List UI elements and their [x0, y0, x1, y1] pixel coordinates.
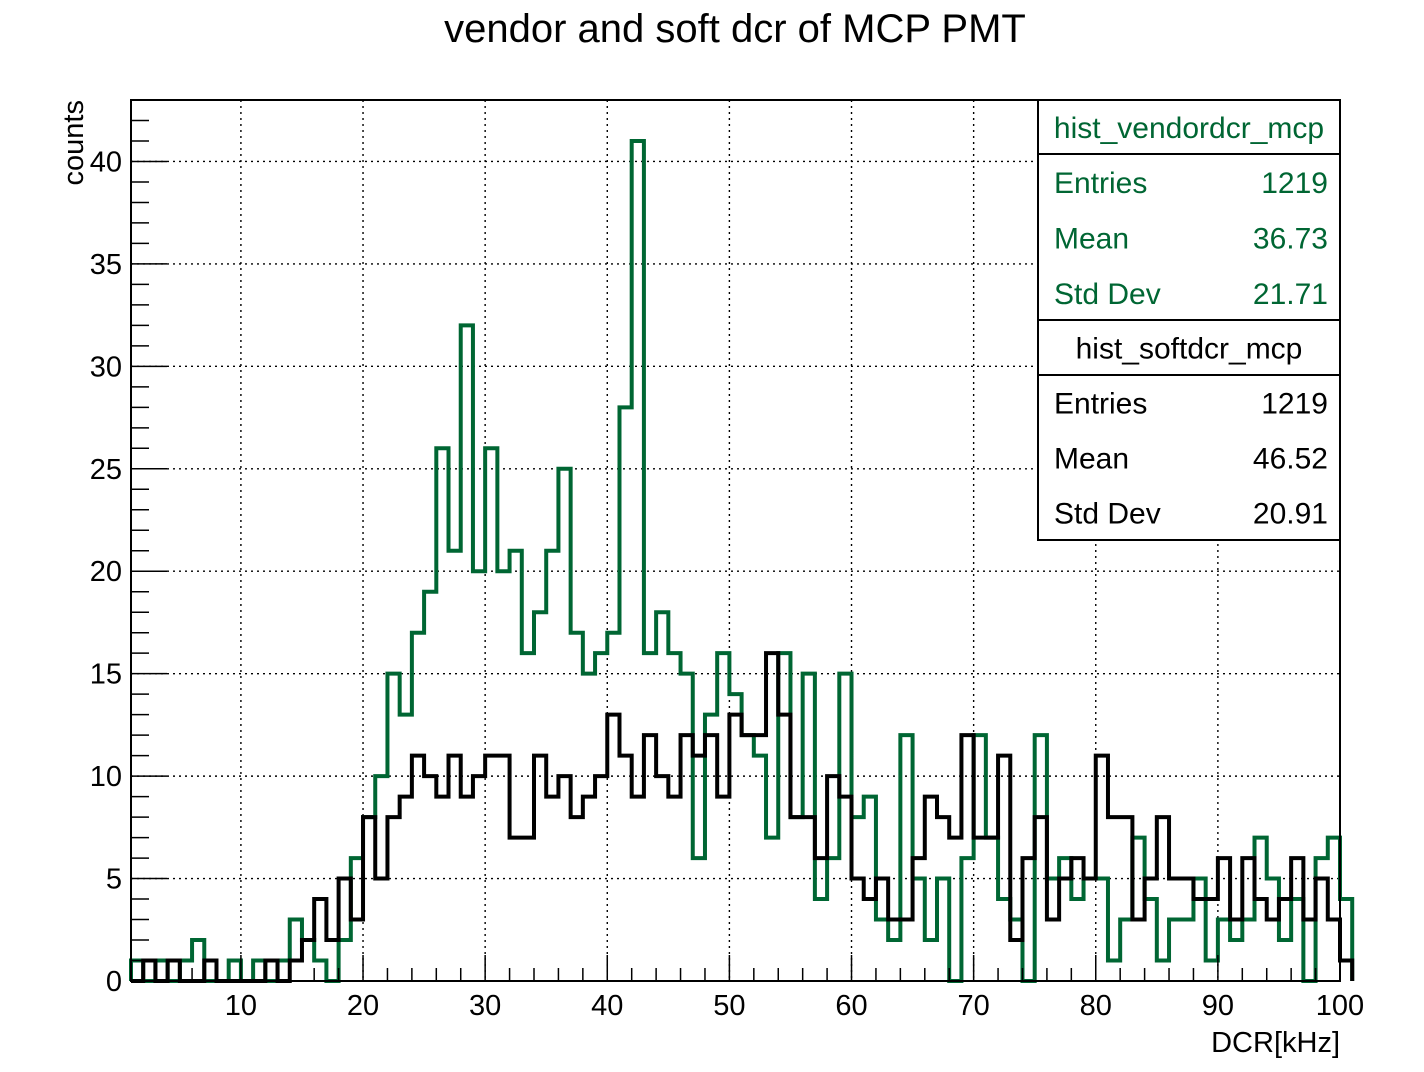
x-tick-label: 30 [469, 990, 501, 1022]
x-tick-label: 90 [1202, 990, 1234, 1022]
x-tick-label: 20 [347, 990, 379, 1022]
y-tick-label: 40 [90, 146, 122, 178]
y-tick-label: 20 [90, 556, 122, 588]
stats-label: Std Dev [1054, 498, 1161, 531]
stats-value: 1219 [1261, 388, 1328, 421]
axis-ticks: 10 20 30 40 50 60 70 80 90 100 0 5 10 15 20 25 30 35 40 [90, 99, 1364, 1022]
stats-box-frame [1037, 99, 1341, 322]
x-axis-title: DCR[kHz] [1211, 1027, 1340, 1059]
x-tick-label: 70 [958, 990, 990, 1022]
y-tick-label: 35 [90, 249, 122, 281]
stats-value: 21.71 [1253, 278, 1328, 311]
stats-box-title: hist_softdcr_mcp [1076, 333, 1303, 366]
y-tick-label: 25 [90, 454, 122, 486]
stats-box-frame [1037, 319, 1341, 541]
stats-value: 46.52 [1253, 443, 1328, 476]
stats-label: Entries [1054, 167, 1147, 200]
stats-boxes: hist_vendordcr_mcp Entries 1219 Mean 36.73 St… [1037, 99, 1341, 541]
y-axis-title: counts [58, 100, 90, 185]
y-tick-label: 0 [106, 966, 122, 998]
y-tick-label: 15 [90, 659, 122, 691]
stats-box-hist_vendordcr_mcp: hist_vendordcr_mcp Entries 1219 Mean 36.73 St… [1037, 99, 1341, 322]
stats-label: Entries [1054, 388, 1147, 421]
x-tick-label: 80 [1080, 990, 1112, 1022]
stats-value: 36.73 [1253, 222, 1328, 255]
series-line-hist_softdcr_mcp [131, 651, 1355, 983]
y-tick-label: 30 [90, 351, 122, 383]
stats-value: 1219 [1261, 167, 1328, 200]
stats-box-title: hist_vendordcr_mcp [1054, 112, 1324, 145]
stats-box-hist_softdcr_mcp: hist_softdcr_mcp Entries 1219 Mean 46.52 Std … [1037, 319, 1341, 541]
stats-label: Mean [1054, 222, 1129, 255]
x-tick-label: 50 [713, 990, 745, 1022]
chart-title: vendor and soft dcr of MCP PMT [444, 7, 1026, 51]
stats-label: Mean [1054, 443, 1129, 476]
x-tick-label: 10 [225, 990, 257, 1022]
stats-label: Std Dev [1054, 278, 1161, 311]
x-tick-label: 100 [1316, 990, 1364, 1022]
x-tick-label: 60 [835, 990, 867, 1022]
x-tick-label: 40 [591, 990, 623, 1022]
y-tick-label: 10 [90, 761, 122, 793]
y-tick-label: 5 [106, 864, 122, 896]
stats-value: 20.91 [1253, 498, 1328, 531]
